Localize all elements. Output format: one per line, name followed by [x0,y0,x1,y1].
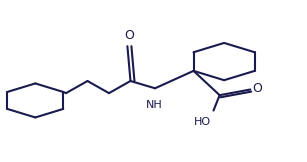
Text: O: O [252,82,262,95]
Text: NH: NH [146,100,163,110]
Text: HO: HO [194,117,211,127]
Text: O: O [124,29,134,42]
